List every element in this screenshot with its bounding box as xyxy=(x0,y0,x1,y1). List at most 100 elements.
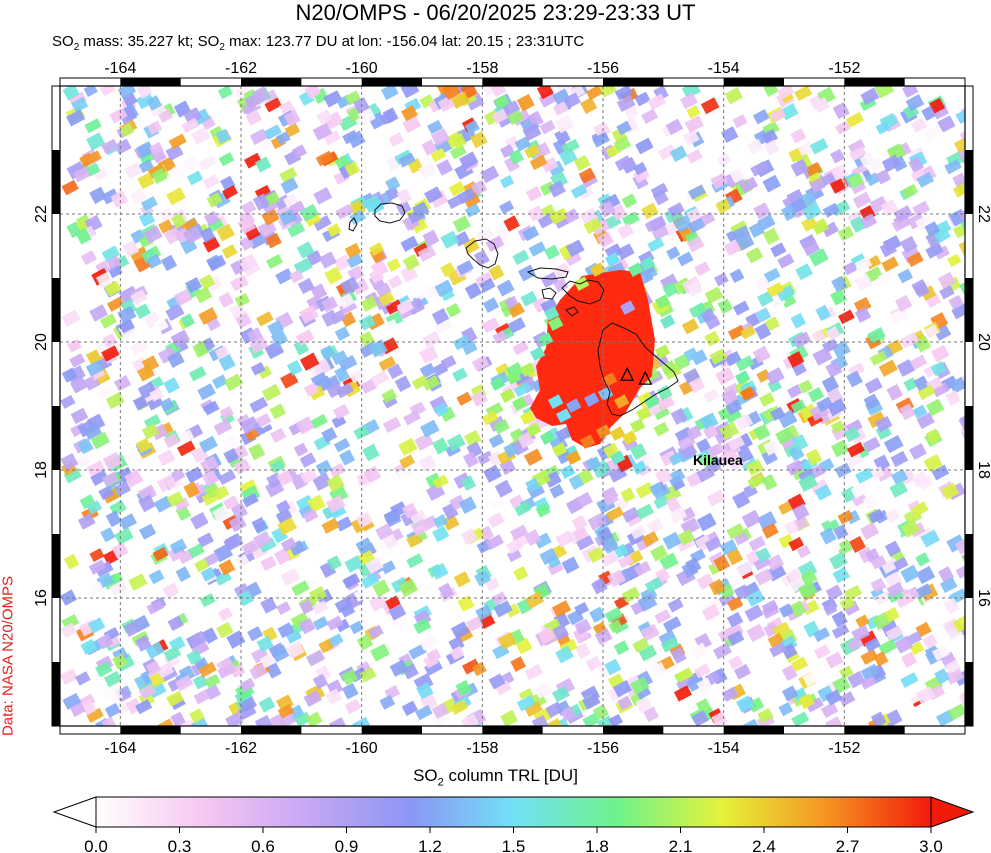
so2-pixel xyxy=(513,566,529,582)
so2-pixel xyxy=(418,454,437,473)
so2-pixel xyxy=(170,711,186,726)
so2-pixel xyxy=(735,370,751,385)
so2-pixel xyxy=(686,236,705,253)
colorbar-title: SO2 column TRL [DU] xyxy=(0,766,991,788)
so2-pixel xyxy=(119,319,135,334)
so2-pixel xyxy=(614,86,633,101)
so2-pixel xyxy=(808,248,829,267)
so2-pixel xyxy=(574,491,593,509)
so2-pixel xyxy=(217,86,233,100)
so2-pixel xyxy=(479,277,496,293)
so2-pixel xyxy=(688,184,706,200)
so2-pixel xyxy=(440,354,457,370)
so2-pixel xyxy=(487,512,505,528)
so2-pixel xyxy=(293,442,309,457)
so2-pixel xyxy=(696,438,711,453)
frame-bar-bottom xyxy=(361,726,422,734)
molokai-coastline xyxy=(526,267,569,280)
so2-pixel xyxy=(277,703,295,719)
frame-bar-right xyxy=(965,406,973,470)
so2-pixel xyxy=(677,528,695,546)
lat-tick-label-right: 18 xyxy=(975,461,991,479)
so2-pixel xyxy=(494,479,513,498)
so2-pixel xyxy=(426,648,442,663)
so2-pixel xyxy=(855,614,870,629)
so2-pixel xyxy=(571,515,588,531)
so2-pixel xyxy=(952,221,965,239)
so2-pixel xyxy=(584,392,600,407)
so2-pixel xyxy=(89,304,109,322)
so2-pixel xyxy=(796,545,812,559)
so2-pixel xyxy=(715,366,735,386)
so2-pixel xyxy=(401,105,418,122)
so2-pixel xyxy=(399,454,416,469)
so2-pixel xyxy=(256,635,274,653)
so2-pixel xyxy=(264,124,282,140)
frame-bar-top xyxy=(844,78,905,86)
so2-pixel xyxy=(832,102,850,120)
so2-pixel xyxy=(197,383,216,401)
so2-pixel xyxy=(502,100,521,117)
so2-pixel xyxy=(525,591,545,609)
so2-pixel xyxy=(895,294,913,312)
so2-pixel xyxy=(814,484,832,501)
so2-pixel xyxy=(500,388,516,403)
so2-pixel xyxy=(551,685,570,703)
so2-pixel xyxy=(811,328,827,344)
frame-bar-right xyxy=(965,150,973,214)
so2-pixel xyxy=(218,292,234,308)
so2-pixel xyxy=(897,268,914,284)
so2-pixel xyxy=(792,503,810,521)
so2-pixel xyxy=(756,511,777,530)
so2-pixel xyxy=(765,367,785,385)
so2-pixel xyxy=(891,468,909,486)
frame-bar-top-outline xyxy=(59,77,966,87)
so2-pixel xyxy=(641,531,659,547)
so2-pixel xyxy=(204,210,220,227)
so2-pixel xyxy=(60,394,76,409)
so2-pixel xyxy=(703,388,720,403)
so2-pixel xyxy=(833,524,849,540)
so2-pixel xyxy=(963,243,965,257)
so2-pixel xyxy=(368,339,388,358)
frame-bar-left xyxy=(52,150,60,214)
so2-pixel xyxy=(737,446,754,463)
so2-pixel xyxy=(93,167,108,181)
so2-pixel xyxy=(613,640,630,656)
so2-pixel xyxy=(228,514,247,533)
so2-pixel xyxy=(233,458,251,475)
so2-mass-value: mass: 35.227 kt; SO xyxy=(79,33,220,50)
so2-pixel xyxy=(219,405,235,420)
so2-pixel xyxy=(952,172,965,187)
so2-pixel xyxy=(860,213,878,229)
so2-pixel xyxy=(422,331,442,348)
so2-pixel xyxy=(832,675,851,694)
so2-pixel xyxy=(128,573,148,591)
so2-pixel xyxy=(340,276,360,295)
so2-pixel xyxy=(726,611,744,628)
so2-pixel xyxy=(719,421,740,441)
so2-pixel xyxy=(503,442,519,458)
so2-pixel xyxy=(118,106,138,125)
so2-pixel xyxy=(757,707,774,724)
so2-pixel xyxy=(901,519,920,538)
so2-pixel xyxy=(790,128,807,144)
so2-pixel xyxy=(708,578,726,596)
so2-pixel xyxy=(481,410,499,426)
so2-pixel xyxy=(303,382,319,397)
so2-pixel xyxy=(394,281,412,298)
so2-pixel xyxy=(552,101,569,116)
so2-pixel xyxy=(339,449,356,466)
so2-pixel xyxy=(640,256,656,271)
so2-pixel xyxy=(385,186,400,201)
so2-pixel xyxy=(183,481,200,499)
so2-pixel xyxy=(257,219,277,238)
frame-bar-right xyxy=(965,534,973,598)
so2-pixel xyxy=(169,538,188,555)
so2-pixel xyxy=(488,433,505,448)
so2-pixel xyxy=(418,634,439,652)
so2-pixel xyxy=(764,316,781,332)
so2-pixel xyxy=(395,200,412,216)
so2-pixel xyxy=(769,108,787,123)
so2-pixel xyxy=(923,454,943,473)
